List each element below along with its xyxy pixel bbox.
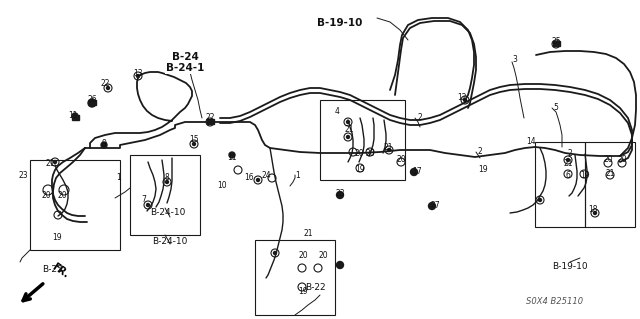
- Circle shape: [593, 211, 596, 214]
- Text: B-24-10: B-24-10: [152, 237, 188, 246]
- Circle shape: [54, 160, 56, 164]
- Text: 11: 11: [68, 112, 77, 121]
- Text: 20: 20: [298, 250, 308, 259]
- Text: 20: 20: [365, 149, 375, 158]
- Text: B-24-10: B-24-10: [150, 208, 186, 217]
- Circle shape: [538, 198, 541, 202]
- Text: 18: 18: [588, 205, 598, 214]
- Text: 15: 15: [189, 136, 199, 145]
- Text: 20: 20: [57, 191, 67, 201]
- Bar: [255, 240, 335, 315]
- Text: 2: 2: [477, 147, 483, 157]
- Text: 13: 13: [133, 69, 143, 78]
- Text: FR.: FR.: [50, 262, 70, 280]
- Circle shape: [566, 159, 570, 161]
- Text: 2: 2: [418, 113, 422, 122]
- Text: 27: 27: [430, 201, 440, 210]
- Circle shape: [273, 251, 276, 255]
- Bar: [207, 119, 214, 124]
- Text: 19: 19: [580, 170, 590, 180]
- Text: 19: 19: [355, 166, 365, 174]
- Text: S0X4 B25110: S0X4 B25110: [527, 298, 584, 307]
- Circle shape: [346, 136, 349, 138]
- Text: 21: 21: [383, 144, 393, 152]
- Text: B-24-1: B-24-1: [166, 63, 204, 73]
- Circle shape: [229, 152, 235, 158]
- Circle shape: [72, 113, 78, 119]
- Text: B-19-10: B-19-10: [552, 262, 588, 271]
- Text: 19: 19: [298, 287, 308, 296]
- Text: 11: 11: [227, 152, 237, 161]
- Text: 20: 20: [603, 155, 613, 165]
- Text: 20: 20: [396, 155, 406, 165]
- Text: 26: 26: [87, 95, 97, 105]
- Text: 21: 21: [303, 228, 313, 238]
- Text: 22: 22: [205, 114, 215, 122]
- Text: B-19-10: B-19-10: [317, 18, 363, 28]
- Bar: [89, 100, 96, 105]
- Text: 25: 25: [551, 36, 561, 46]
- Circle shape: [101, 142, 107, 148]
- Text: 21: 21: [563, 160, 573, 168]
- Circle shape: [106, 86, 109, 90]
- Text: 21: 21: [344, 125, 354, 135]
- Text: 4: 4: [335, 107, 339, 115]
- Circle shape: [337, 262, 344, 269]
- Text: 8: 8: [164, 174, 170, 182]
- Circle shape: [410, 168, 417, 175]
- Text: 21: 21: [45, 159, 55, 167]
- Circle shape: [387, 149, 390, 152]
- Bar: [585, 142, 635, 227]
- Text: 24: 24: [261, 172, 271, 181]
- Circle shape: [166, 181, 168, 183]
- Text: 7: 7: [141, 196, 147, 204]
- Text: 23: 23: [18, 170, 28, 180]
- Text: 23: 23: [335, 189, 345, 197]
- Text: B-22: B-22: [42, 265, 62, 274]
- Bar: [320, 100, 405, 180]
- Text: 12: 12: [457, 93, 467, 101]
- Text: 1: 1: [116, 174, 122, 182]
- Text: 9: 9: [102, 138, 106, 147]
- Circle shape: [147, 204, 150, 206]
- Text: 16: 16: [244, 174, 254, 182]
- Text: 10: 10: [217, 182, 227, 190]
- Circle shape: [136, 75, 140, 78]
- Text: B-22: B-22: [305, 283, 325, 292]
- Text: 22: 22: [100, 79, 109, 88]
- Circle shape: [337, 191, 344, 198]
- Text: 14: 14: [526, 137, 536, 146]
- Bar: [553, 41, 560, 46]
- Circle shape: [346, 121, 349, 123]
- Text: 20: 20: [354, 149, 364, 158]
- Text: 17: 17: [412, 167, 422, 176]
- Circle shape: [429, 203, 435, 210]
- Circle shape: [193, 143, 195, 145]
- Circle shape: [463, 99, 467, 101]
- Bar: [130, 155, 200, 235]
- Bar: [72, 115, 79, 120]
- Text: 20: 20: [41, 191, 51, 201]
- Text: 20: 20: [617, 155, 627, 165]
- Text: 3: 3: [513, 55, 517, 63]
- Text: 21: 21: [605, 168, 615, 177]
- Text: 5: 5: [554, 103, 559, 113]
- Text: B-24: B-24: [172, 52, 198, 62]
- Text: 2: 2: [568, 149, 572, 158]
- Text: 19: 19: [52, 234, 62, 242]
- Circle shape: [88, 99, 96, 107]
- Text: 19: 19: [478, 166, 488, 174]
- Circle shape: [209, 121, 211, 123]
- Text: 6: 6: [566, 170, 570, 180]
- Text: 1: 1: [296, 170, 300, 180]
- Bar: [535, 142, 585, 227]
- Circle shape: [554, 42, 557, 46]
- Bar: [30, 160, 120, 250]
- Circle shape: [257, 179, 259, 182]
- Text: 20: 20: [318, 250, 328, 259]
